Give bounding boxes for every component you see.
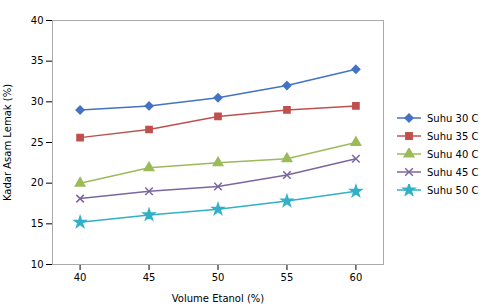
svg-text:20: 20 — [31, 177, 44, 188]
svg-text:40: 40 — [31, 15, 44, 26]
svg-text:45: 45 — [143, 272, 156, 283]
svg-text:10: 10 — [31, 259, 44, 270]
svg-text:60: 60 — [350, 272, 363, 283]
html-text:Suhu 30 C: Suhu 30 C — [427, 112, 479, 124]
html-text:Suhu 35 C: Suhu 35 C — [427, 130, 479, 142]
html-text:Suhu 50 C: Suhu 50 C — [427, 184, 479, 196]
svg-text:25: 25 — [31, 137, 44, 148]
svg-text:15: 15 — [31, 218, 44, 229]
svg-text:Volume Etanol (%): Volume Etanol (%) — [172, 293, 265, 304]
html-text:Suhu 40 C: Suhu 40 C — [427, 148, 479, 160]
svg-text:55: 55 — [281, 272, 294, 283]
svg-text:40: 40 — [74, 272, 87, 283]
svg-text:30: 30 — [31, 96, 44, 107]
svg-text:35: 35 — [31, 55, 44, 66]
svg-text:50: 50 — [212, 272, 225, 283]
svg-text:Kadar Asam Lemak (%): Kadar Asam Lemak (%) — [2, 84, 13, 201]
html-text:Suhu 45 C: Suhu 45 C — [427, 166, 479, 178]
